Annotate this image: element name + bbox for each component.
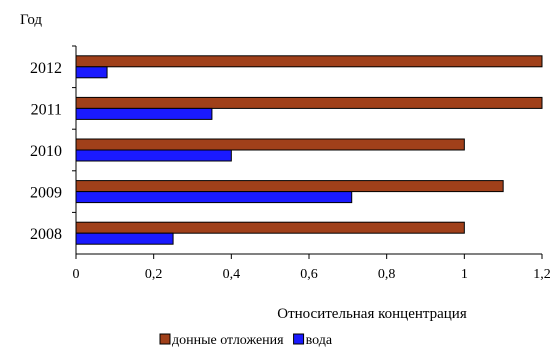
legend-label: донные отложения: [172, 333, 284, 348]
bar-sediment-2008: [75, 221, 465, 234]
y-tick-label: 2011: [31, 101, 62, 118]
bar-water-2011: [75, 107, 213, 120]
legend: донные отложения вода: [159, 333, 333, 348]
bar-water-2008: [75, 232, 174, 245]
bar-water-2009: [75, 191, 353, 204]
x-tick-label: 0,8: [378, 267, 396, 282]
x-tick-label: 1: [461, 267, 468, 282]
bar-water-2012: [75, 66, 108, 79]
legend-label: вода: [306, 333, 333, 348]
bar-sediment-2011: [75, 96, 543, 109]
x-tick-label: 0,6: [300, 267, 318, 282]
y-tick-label: 2010: [30, 143, 62, 160]
x-tick-label: 0,4: [223, 267, 241, 282]
bar-sediment-2009: [75, 180, 504, 193]
y-tick-label: 2008: [30, 226, 62, 243]
bar-sediment-2012: [75, 55, 543, 68]
legend-swatch: [293, 333, 305, 345]
bars-layer: [75, 55, 543, 245]
y-axis-title: Год: [20, 12, 42, 28]
x-tick-label: 0,2: [145, 267, 163, 282]
bar-water-2010: [75, 149, 232, 162]
x-axis-title: Относительная концентрация: [277, 306, 467, 322]
x-tick-label: 0: [73, 267, 80, 282]
bar-sediment-2010: [75, 138, 465, 151]
y-tick-label: 2012: [30, 60, 62, 77]
x-tick-label: 1,2: [533, 267, 551, 282]
y-tick-label: 2009: [30, 185, 62, 202]
ticks-layer: 2012 2011 2010 2009 2008 0 0,2 0,4 0,6 0,8 1 1,2: [30, 45, 551, 282]
legend-swatch: [159, 333, 171, 345]
